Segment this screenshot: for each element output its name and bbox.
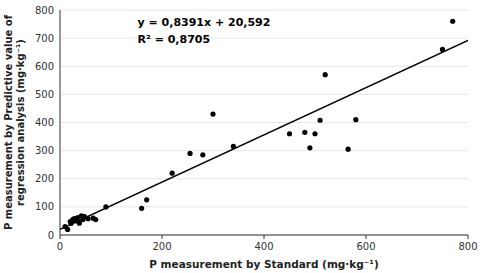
y-tick-label: 100 [35,201,54,212]
x-tick-label: 800 [458,241,477,252]
x-axis [60,235,468,236]
grid-line [60,122,468,123]
scatter-point [93,217,98,222]
regression-line [60,40,468,229]
x-tick-label: 400 [254,241,273,252]
y-axis [60,10,61,235]
scatter-point [170,171,175,176]
annotation: y = 0,8391x + 20,592 [138,16,271,29]
x-tick-label: 600 [356,241,375,252]
y-tick-label: 200 [35,173,54,184]
x-axis-label: P measurement by Standard (mg·kg⁻¹) [149,258,379,270]
grid-line [60,150,468,151]
scatter-point [312,131,317,136]
x-tick-label: 0 [57,241,63,252]
scatter-point [318,118,323,123]
scatter-point [287,131,292,136]
x-tick [60,235,61,239]
scatter-point [353,117,358,122]
scatter-point [346,147,351,152]
y-tick-label: 0 [48,230,54,241]
scatter-point [139,206,144,211]
plot-area [60,19,468,232]
y-tick-label: 700 [35,33,54,44]
x-tick [366,235,367,239]
grid-line [60,235,468,236]
grid-line [60,66,468,67]
scatter-point [200,152,205,157]
scatter-point [450,19,455,24]
x-tick-label: 200 [152,241,171,252]
scatter-point [302,130,307,135]
y-tick-label: 500 [35,89,54,100]
scatter-point [210,111,215,116]
y-tick-label: 600 [35,61,54,72]
scatter-point [65,227,70,232]
grid-line [60,178,468,179]
scatter-point [307,145,312,150]
x-tick [162,235,163,239]
scatter-point [187,151,192,156]
x-tick [468,235,469,239]
scatter-point [144,197,149,202]
grid-line [60,38,468,39]
y-axis-label: P measurement by Predictive value ofregr… [3,14,26,230]
y-tick-label: 800 [35,5,54,16]
grid-line [60,10,468,11]
scatter-point [323,72,328,77]
y-axis-label-line: P measurement by Predictive value of [3,14,14,230]
annotation: R² = 0,8705 [138,33,211,46]
grid-line [60,94,468,95]
y-tick-label: 400 [35,117,54,128]
x-tick [264,235,265,239]
chart: 0 100 200 300 400 500 600 700 800 0 200 400 600 800 y … [0,0,484,273]
y-axis-label-line: regression analysis (mg·kg⁻¹) [15,39,26,206]
y-tick-label: 300 [35,145,54,156]
grid-line [60,206,468,207]
